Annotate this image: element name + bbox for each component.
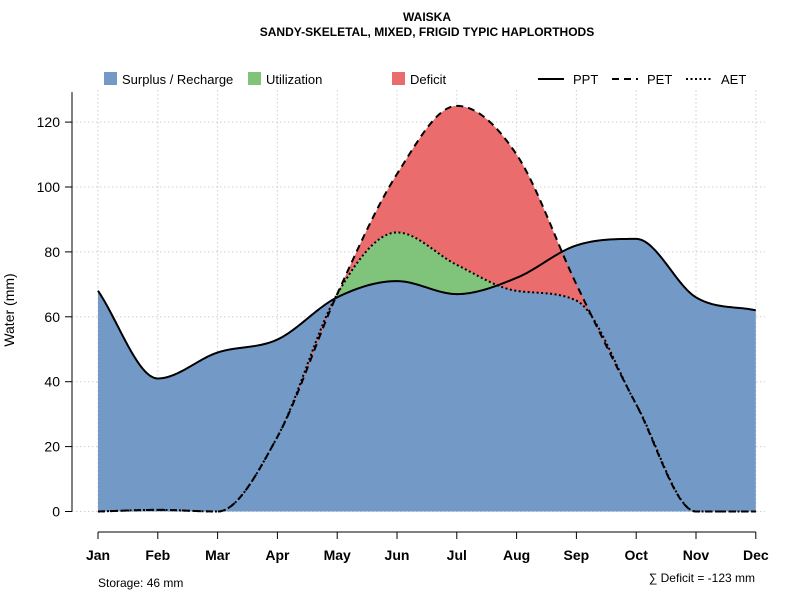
x-tick-label: Dec [743,547,769,563]
legend-label: Utilization [266,72,322,87]
deficit-area [98,105,756,512]
x-tick-label: Apr [265,547,290,563]
line-aet [97,231,756,513]
y-tick-label: 60 [44,309,60,325]
axes: 0 20 40 60 80 100 120 Jan Feb Mar Apr May Jun Jul Aug S… [37,92,769,563]
legend-swatch-1 [104,72,117,85]
y-tick-label: 0 [52,504,60,520]
legend: Surplus / Recharge Utilization Deficit PPT P… [104,72,746,87]
chart-title: WAISKA [403,10,451,24]
x-tick-label: Oct [625,547,649,563]
x-tick-label: Feb [145,547,170,563]
legend-label: PET [647,72,672,87]
legend-swatch-2 [248,72,261,85]
x-tick-label: Jan [86,547,110,563]
storage-annotation: Storage: 46 mm [98,576,183,590]
y-axis-label: Water (mm) [1,273,17,346]
legend-label: PPT [573,72,598,87]
legend-swatch-3 [392,72,405,85]
x-tick-label: Sep [564,547,590,563]
x-tick-label: Mar [205,547,230,563]
chart-subtitle: SANDY-SKELETAL, MIXED, FRIGID TYPIC HAPL… [260,25,594,39]
line-ppt [97,237,757,380]
area-fills [98,105,756,512]
series-lines [97,104,757,513]
surplus-area [98,238,756,512]
x-tick-label: Jun [385,547,410,563]
x-tick-label: Jul [447,547,467,563]
legend-label: Surplus / Recharge [122,72,233,87]
y-tick-label: 120 [37,114,61,130]
y-tick-label: 40 [44,374,60,390]
deficit-annotation: ∑ Deficit = -123 mm [649,571,755,585]
y-tick-label: 80 [44,244,60,260]
x-tick-label: Nov [683,547,710,563]
legend-label: AET [721,72,746,87]
y-tick-label: 20 [44,439,60,455]
x-tick-label: Aug [503,547,530,563]
y-tick-label: 100 [37,179,61,195]
x-tick-label: May [324,547,351,563]
legend-label: Deficit [410,72,447,87]
